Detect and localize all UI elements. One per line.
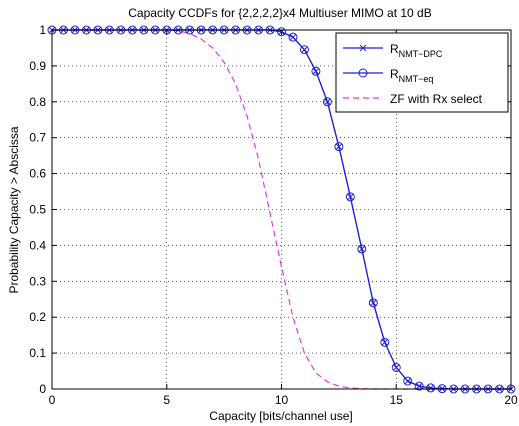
chart-title: Capacity CCDFs for {2,2,2,2}x4 Multiuser…: [128, 6, 431, 20]
grid: [52, 30, 511, 389]
series-2-point: [334, 142, 344, 152]
series-2-point: [357, 244, 367, 254]
axis-ticks: 0 5 10 15 20 0 0.1 0.2 0.3 0.4 0.5 0.6 0.7 0.8 0.9 1: [29, 23, 518, 407]
series-2-point: [380, 337, 390, 347]
x-tick-label: 0: [49, 393, 56, 407]
x-tick-label: 15: [390, 393, 404, 407]
series-2-point: [299, 45, 309, 55]
legend-samples: [343, 44, 383, 99]
x-tick-label: 20: [504, 393, 518, 407]
series-2-point: [414, 381, 424, 391]
series-2-point: [277, 27, 286, 37]
y-tick-label: 0: [39, 382, 46, 396]
y-tick-label: 0.6: [29, 167, 46, 181]
plot-frame: [51, 29, 512, 390]
y-tick-label: 0.7: [29, 131, 46, 145]
y-tick-label: 1: [39, 23, 46, 37]
y-tick-label: 0.3: [29, 274, 46, 288]
series-2-point: [311, 66, 321, 76]
y-tick-label: 0.9: [29, 59, 46, 73]
legend-entry-1-main: R: [390, 42, 399, 56]
legend-entry-3: ZF with Rx select: [390, 92, 483, 106]
legend: RNMT−DPC RNMT−eq ZF with Rx select: [335, 32, 509, 113]
series-2-point: [426, 383, 436, 393]
legend-entry-1: RNMT−DPC: [390, 42, 443, 59]
legend-marker-1: [359, 44, 367, 52]
x-tick-label: 10: [275, 393, 289, 407]
series-2-point: [288, 32, 298, 42]
y-tick-label: 0.2: [29, 310, 46, 324]
x-axis-label: Capacity [bits/channel use]: [209, 409, 352, 423]
y-axis-label: Probability Capacity > Abscissa: [7, 126, 21, 293]
x-tick-label: 5: [163, 393, 170, 407]
series-2-point: [403, 376, 413, 386]
series-2-point: [322, 97, 332, 107]
legend-entry-2: RNMT−eq: [390, 67, 433, 84]
series-2-point: [368, 298, 378, 308]
legend-entry-2-sub: NMT−eq: [399, 74, 434, 84]
legend-marker-2: [358, 68, 368, 78]
legend-entry-2-main: R: [390, 67, 399, 81]
y-tick-label: 0.4: [29, 238, 46, 252]
series-2-point: [391, 362, 401, 372]
y-tick-label: 0.1: [29, 346, 46, 360]
legend-entry-1-sub: NMT−DPC: [399, 49, 443, 59]
y-tick-label: 0.5: [29, 203, 46, 217]
series-2-point: [345, 192, 355, 202]
y-tick-label: 0.8: [29, 95, 46, 109]
